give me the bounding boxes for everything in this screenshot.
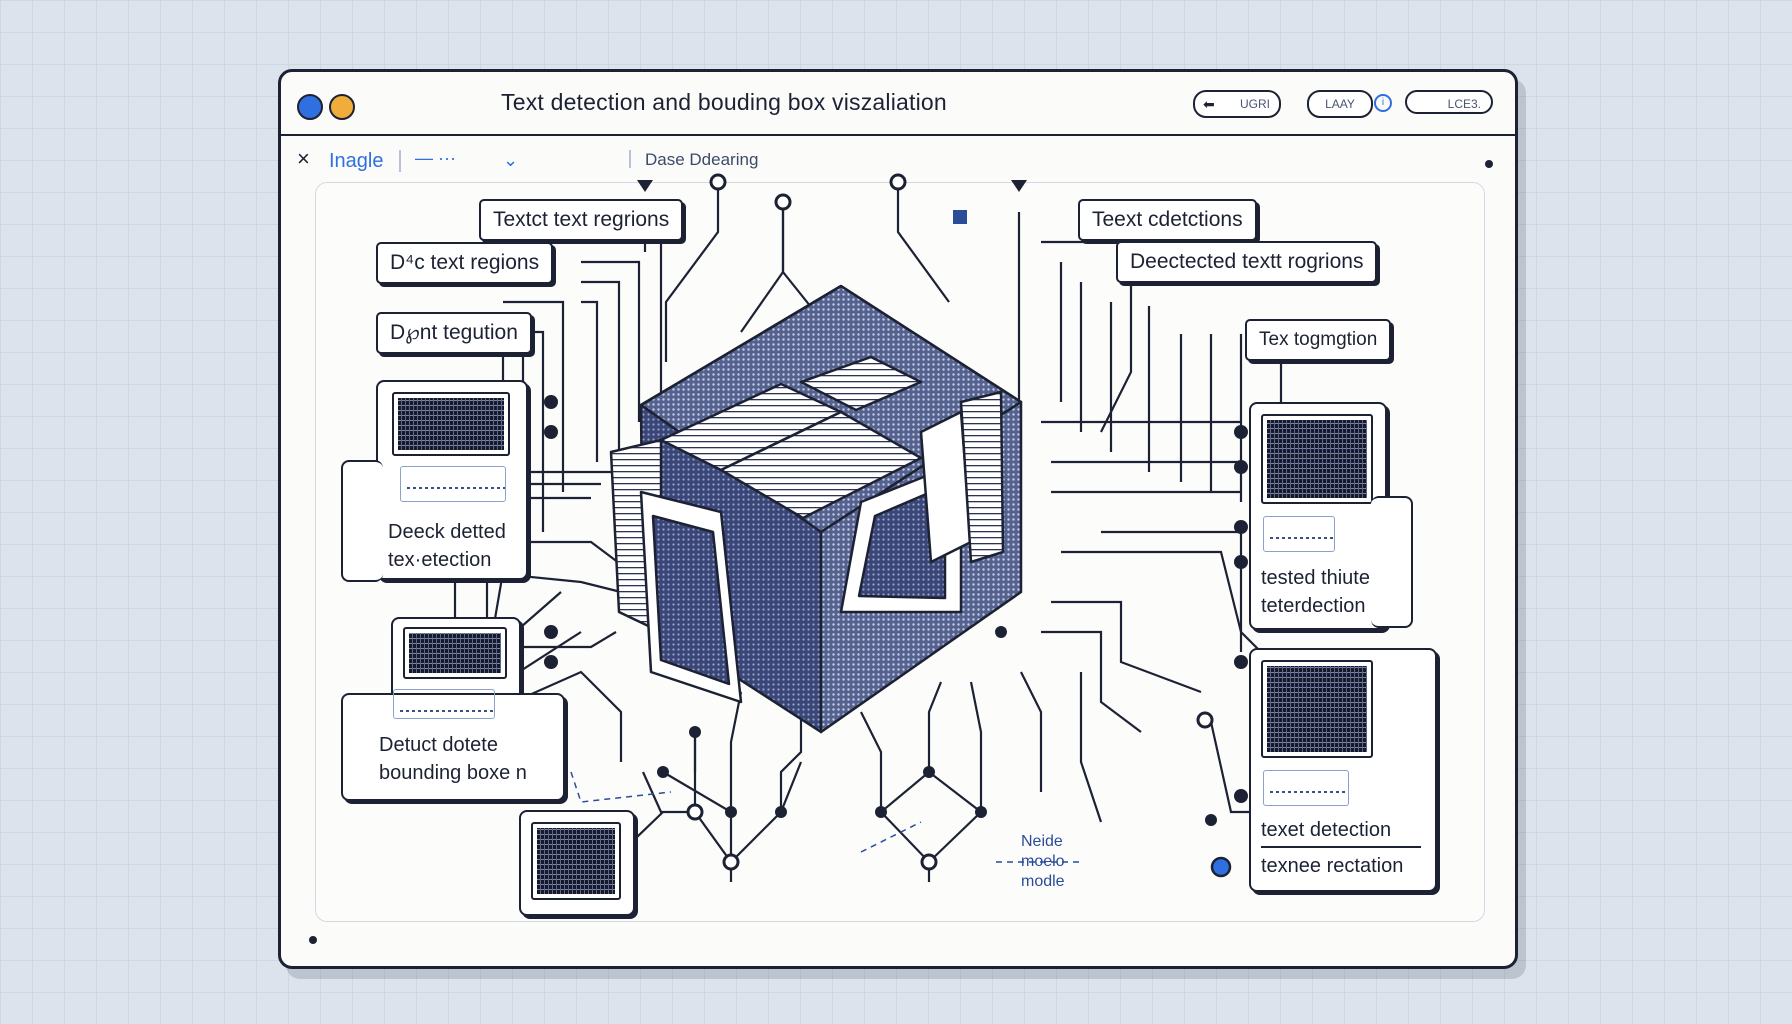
label-right-mid: Deectected textt rogrions: [1116, 241, 1378, 283]
bounding-box-thumbnail: [531, 822, 621, 900]
model-note-line-1: Neide: [1021, 833, 1063, 850]
text-line-preview: [400, 466, 506, 502]
label-right-third: Tex togmgtion: [1245, 319, 1392, 361]
tab-image[interactable]: Inagle: [329, 150, 384, 172]
window-close-dot[interactable]: [297, 94, 323, 120]
toolbar-dash: — ···: [415, 148, 456, 168]
title-bar: Text detection and bouding box viszaliat…: [281, 72, 1515, 136]
bounding-box-thumbnail-card[interactable]: [519, 810, 635, 916]
card-bracket: [1371, 496, 1413, 628]
detection-card-left-2[interactable]: Detuct dotete bounding boxe n: [341, 689, 565, 801]
text-region-thumbnail: [403, 627, 507, 679]
card-caption-line-2: bounding boxe n: [379, 762, 527, 784]
detection-card-right-1[interactable]: tested thiute teterdection: [1249, 402, 1387, 630]
info-icon[interactable]: i: [1374, 94, 1392, 112]
chevron-down-icon[interactable]: ⌄: [503, 150, 519, 170]
layer-button[interactable]: LAAY: [1307, 90, 1373, 118]
label-left-mid: D⁴c text regions: [376, 242, 554, 284]
text-line-preview: [1263, 516, 1335, 552]
card-divider: [1261, 846, 1421, 848]
text-line-preview: [393, 689, 495, 719]
detection-card-left-1[interactable]: Deeck detted tex·etection: [376, 380, 528, 580]
dataset-label[interactable]: Dase Ddearing: [645, 150, 759, 169]
label-left-top: Textct text regrions: [479, 199, 684, 241]
text-line-preview: [1263, 770, 1349, 806]
model-note-line-3: modle: [1021, 873, 1065, 890]
label-left-third: D℘nt tegution: [376, 312, 532, 354]
card-caption-line-2: texnee rectation: [1261, 855, 1404, 877]
model-note-line-2: moelo: [1021, 853, 1065, 870]
card-caption-line-1: texet detection: [1261, 819, 1392, 841]
close-icon[interactable]: ×: [297, 146, 310, 171]
card-caption-line-2: tex·etection: [388, 549, 492, 571]
card-caption-line-1: Detuct dotete: [379, 734, 498, 756]
text-region-thumbnail: [1261, 414, 1373, 504]
back-button-label: UGRI: [1240, 97, 1270, 111]
back-arrow-icon: ⬅: [1203, 96, 1215, 112]
card-caption-line-1: tested thiute: [1261, 567, 1370, 589]
toolbar-divider: [399, 150, 401, 172]
card-caption-line-1: Deeck detted: [388, 521, 506, 543]
window-minimize-dot[interactable]: [329, 94, 355, 120]
corner-dot: [309, 936, 317, 944]
text-region-thumbnail: [392, 392, 510, 456]
detection-card-right-2[interactable]: texet detection texnee rectation: [1249, 648, 1437, 892]
card-bracket: [341, 460, 383, 582]
label-right-top: Teext cdetctions: [1078, 199, 1257, 241]
text-region-thumbnail: [1261, 660, 1373, 758]
card-caption-line-2: teterdection: [1261, 595, 1366, 617]
toolbar-divider-2: [629, 150, 631, 168]
menu-dot-icon[interactable]: [1485, 160, 1493, 168]
app-window: Text detection and bouding box viszaliat…: [278, 69, 1518, 969]
diagram-wiring: [439, 173, 1391, 882]
back-button[interactable]: ⬅ UGRI: [1193, 90, 1281, 118]
locate-button[interactable]: LCE3.: [1405, 90, 1493, 114]
window-title: Text detection and bouding box viszaliat…: [501, 89, 947, 115]
